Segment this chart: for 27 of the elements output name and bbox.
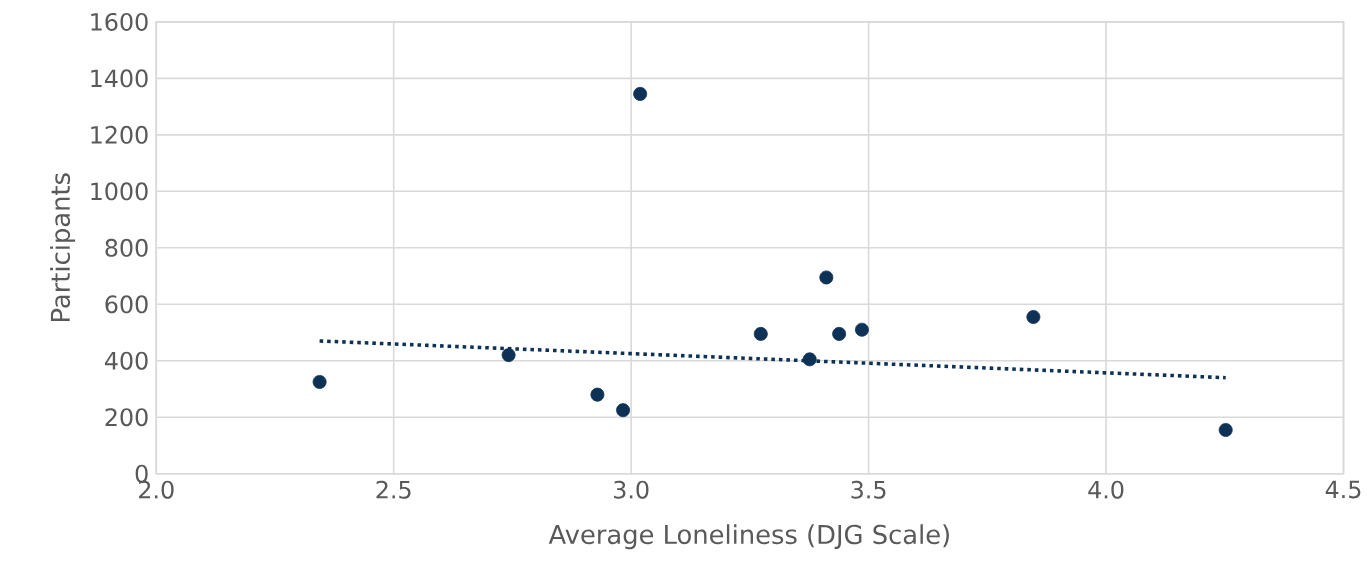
- x-tick-label: 4.0: [1088, 480, 1124, 499]
- point: [501, 348, 516, 362]
- x-tick-label: 3.5: [851, 480, 886, 499]
- x-tick-label: 3.0: [614, 480, 649, 499]
- x-tick-label: 2.5: [376, 480, 411, 499]
- point: [819, 270, 834, 285]
- y-tick-label: 1400: [91, 69, 148, 88]
- y-tick-label: 1600: [91, 12, 148, 31]
- point: [832, 326, 847, 341]
- y-tick-label: 1000: [91, 182, 148, 201]
- point: [1218, 422, 1233, 437]
- point: [633, 86, 648, 101]
- y-tick-label: 600: [105, 295, 148, 314]
- y-tick-label: 400: [104, 351, 148, 370]
- point: [590, 387, 605, 402]
- y-tick-label: 200: [105, 408, 148, 427]
- point: [312, 374, 327, 389]
- x-tick-label: 4.5: [1325, 480, 1361, 499]
- x-axis-title: Average Loneliness (DJG Scale): [548, 524, 949, 550]
- point: [854, 322, 869, 337]
- point: [802, 352, 817, 367]
- point: [1026, 309, 1041, 324]
- y-tick-label: 1200: [91, 125, 148, 144]
- point: [753, 326, 768, 341]
- y-tick-label: 800: [105, 238, 148, 257]
- point: [616, 403, 631, 418]
- y-axis-title: Participants: [50, 173, 76, 321]
